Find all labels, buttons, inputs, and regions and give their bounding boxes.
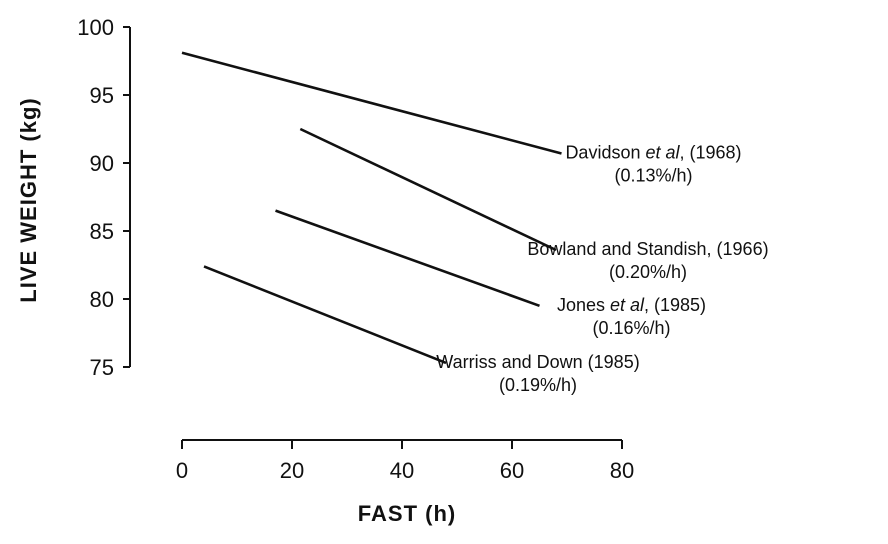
series-line-0 [181,51,562,155]
series-label-rate-2: (0.16%/h) [592,318,670,338]
y-tick-label: 75 [90,355,114,380]
y-tick-label: 80 [90,287,114,312]
axes-layer: 75 80 85 90 95 100 0 20 40 60 80 [77,15,634,483]
y-tick-label: 95 [90,83,114,108]
et-al-italic: et al [645,142,680,162]
series-line-2 [275,209,540,308]
series-label-name-0: Davidson et al, (1968) [565,142,741,162]
x-tick-label: 0 [176,458,188,483]
series-label-rate-0: (0.13%/h) [614,165,692,185]
x-tick-label: 60 [500,458,524,483]
y-tick-label: 90 [90,151,114,176]
series-label-rate-1: (0.20%/h) [609,262,687,282]
y-tick-label: 100 [77,15,114,40]
y-tick-label: 85 [90,219,114,244]
x-axis-title: FAST (h) [358,501,456,526]
series-label-name-3: Warriss and Down (1985) [436,352,639,372]
series-line-3 [203,265,447,365]
x-tick-label: 40 [390,458,414,483]
series-layer: Davidson et al, (1968) (0.13%/h) Bowland a… [181,51,769,395]
series-label-name-1: Bowland and Standish, (1966) [527,239,768,259]
x-tick-label: 80 [610,458,634,483]
et-al-italic: et al [610,295,645,315]
y-axis-title: LIVE WEIGHT (kg) [16,97,41,302]
series-label-name-2: Jones et al, (1985) [557,295,706,315]
series-label-rate-3: (0.19%/h) [499,375,577,395]
x-tick-label: 20 [280,458,304,483]
series-line-1 [299,127,557,252]
